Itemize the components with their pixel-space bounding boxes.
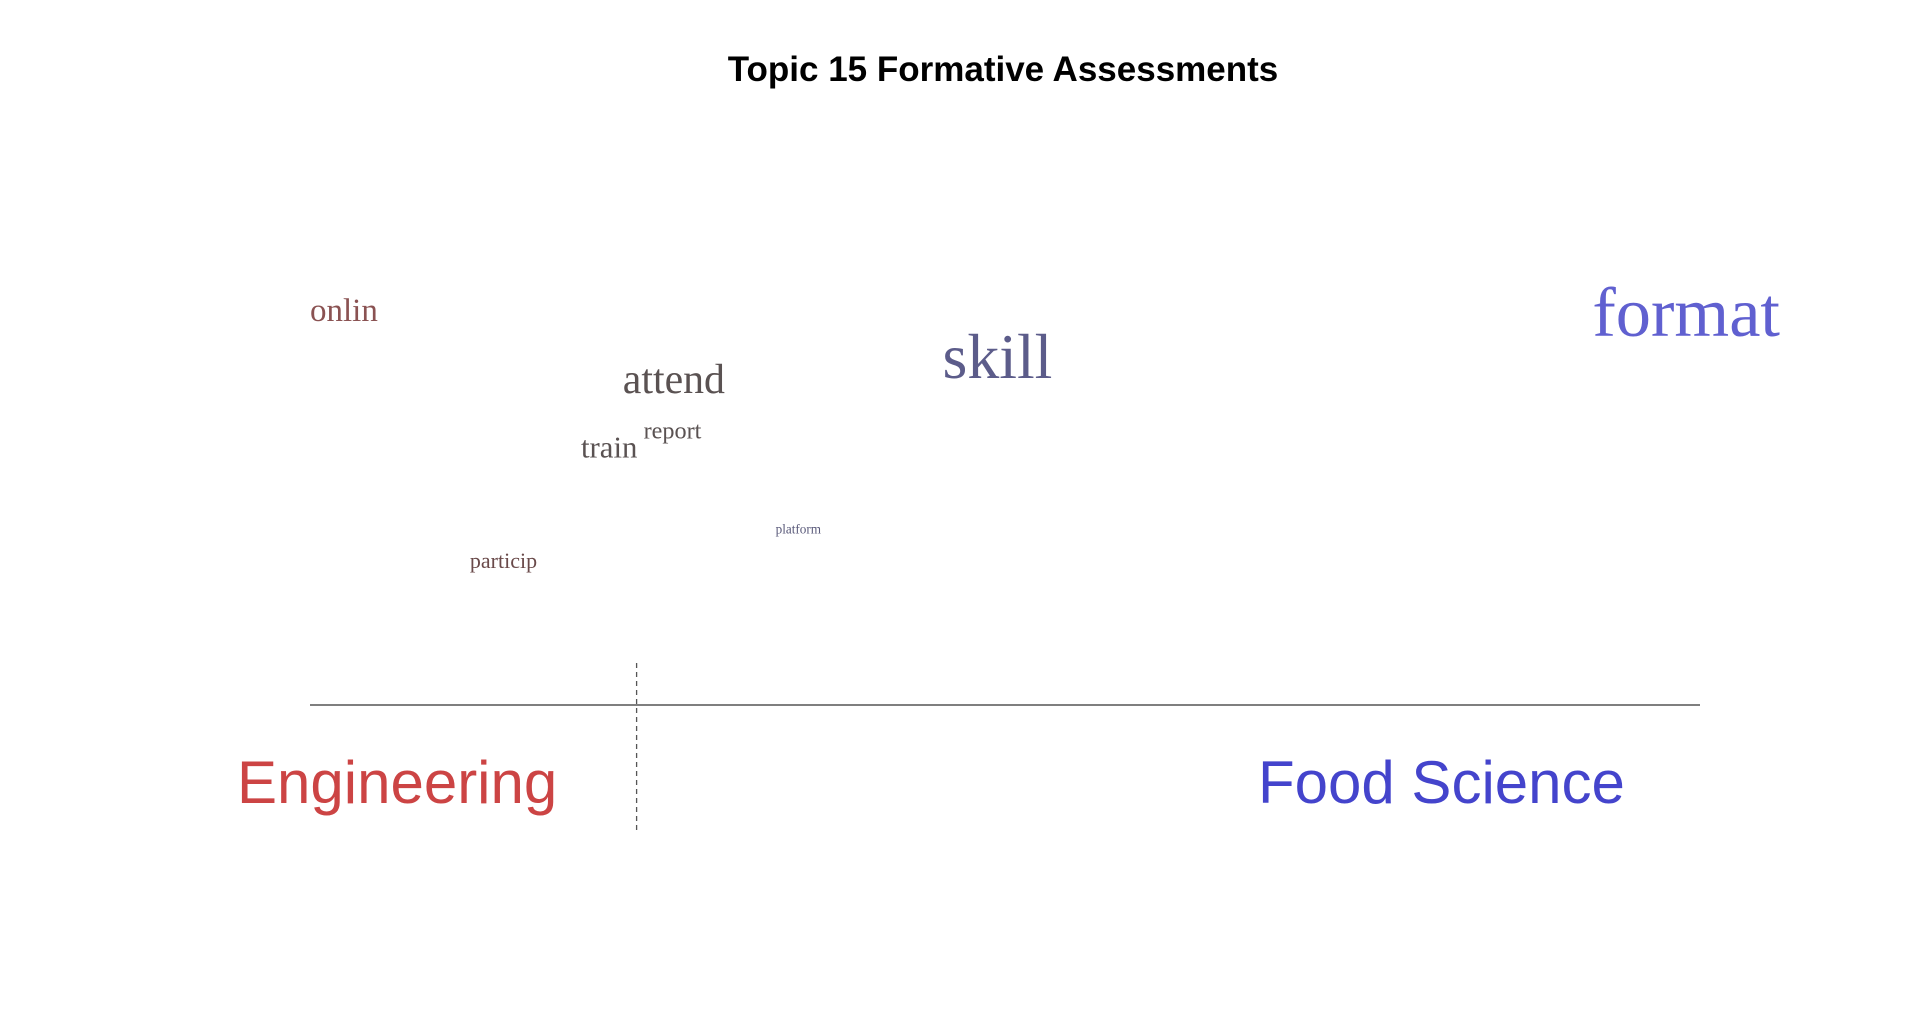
- group-labels: Engineering Food Science: [237, 749, 1625, 816]
- word-platform: platform: [776, 522, 822, 537]
- chart-title: Topic 15 Formative Assessments: [728, 50, 1279, 89]
- group-label-left: Engineering: [237, 749, 557, 816]
- word-report: report: [644, 418, 702, 445]
- word-format: format: [1592, 274, 1780, 352]
- word-cloud: onlin attend skill format report train platfor…: [310, 274, 1780, 573]
- group-label-right: Food Science: [1258, 749, 1625, 816]
- word-skill: skill: [943, 321, 1053, 392]
- word-particip: particip: [470, 548, 537, 573]
- word-train: train: [581, 431, 637, 465]
- word-onlin: onlin: [310, 293, 378, 329]
- word-attend: attend: [623, 357, 725, 403]
